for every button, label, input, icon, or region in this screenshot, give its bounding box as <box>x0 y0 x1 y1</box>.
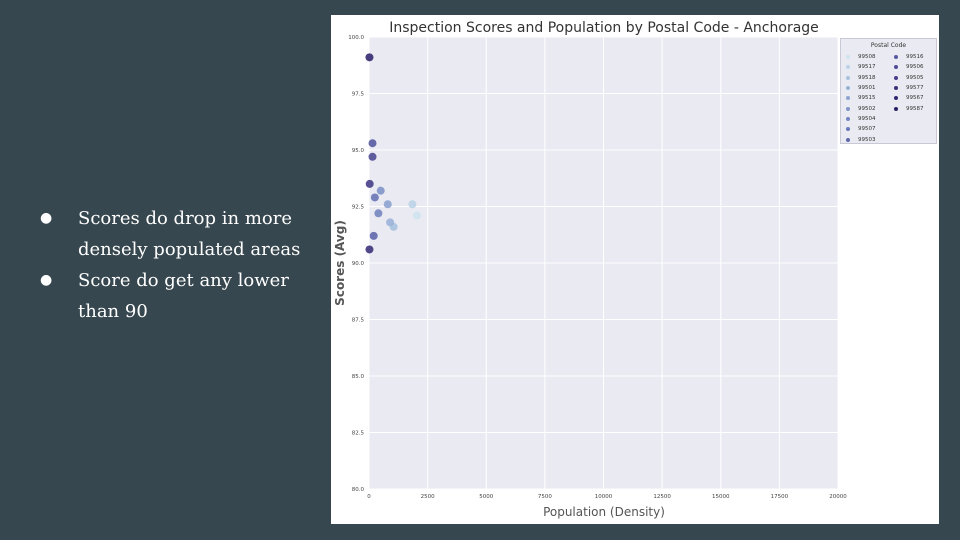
y-tick-label: 97.5 <box>352 92 365 98</box>
y-tick-label: 92.5 <box>352 205 365 211</box>
data-point-99503 <box>369 231 378 240</box>
legend-item-99515: 99515 <box>846 93 894 103</box>
data-point-99507 <box>370 193 379 202</box>
data-point-99515 <box>383 200 392 209</box>
data-point-99517 <box>408 200 417 209</box>
bullet-item: ● Scores do drop in more densely populate… <box>40 203 310 265</box>
legend-item-99504: 99504 <box>846 114 894 124</box>
legend-swatch <box>894 96 898 101</box>
legend-item-99516: 99516 <box>894 52 938 62</box>
legend-swatch <box>846 55 850 60</box>
bullet-item: ● Score do get any lower than 90 <box>40 265 310 327</box>
legend-item-99517: 99517 <box>846 62 894 72</box>
legend-item-99587: 99587 <box>894 103 938 113</box>
x-tick-label: 12500 <box>653 494 671 500</box>
legend-label: 99507 <box>858 126 876 133</box>
legend-swatch <box>846 65 850 70</box>
legend-item-99506: 99506 <box>894 62 938 72</box>
legend-label: 99587 <box>906 105 924 112</box>
legend-swatch <box>846 86 850 91</box>
bullet-dot-icon: ● <box>40 272 53 288</box>
legend-label: 99567 <box>906 95 924 102</box>
data-point-99506 <box>368 152 377 161</box>
legend-title: Postal Code <box>870 42 907 49</box>
legend-label: 99505 <box>906 74 924 81</box>
legend-item-99502: 99502 <box>846 103 894 113</box>
legend-label: 99516 <box>906 54 924 61</box>
legend-swatch <box>846 106 850 111</box>
x-tick-label: 10000 <box>595 494 613 500</box>
legend-swatch <box>846 96 850 101</box>
legend-label: 99504 <box>858 115 876 122</box>
legend-item-99505: 99505 <box>894 73 938 83</box>
legend-swatch <box>894 75 898 80</box>
y-tick-label: 80.0 <box>352 487 365 493</box>
data-point-99567 <box>365 53 374 62</box>
y-axis-label: Scores (Avg) <box>333 220 347 306</box>
legend-item-99503: 99503 <box>846 134 894 144</box>
legend-entries: 99508 99517 99518 99501 99515 99502 99504 99507… <box>841 52 936 145</box>
legend-item-99507: 99507 <box>846 124 894 134</box>
data-point-99502 <box>376 186 385 195</box>
legend-label: 99515 <box>858 95 876 102</box>
x-axis-label: Population (Density) <box>543 505 665 519</box>
y-tick-label: 85.0 <box>352 374 365 380</box>
y-tick-label: 100.0 <box>348 35 364 41</box>
y-tick-label: 90.0 <box>352 261 365 267</box>
x-tick-label: 17500 <box>771 494 789 500</box>
data-point-99505 <box>365 179 374 188</box>
y-tick-label: 87.5 <box>352 318 365 324</box>
chart-legend: Postal Code 99508 99517 99518 99501 99515 995… <box>840 38 937 144</box>
tick-labels: 0 2500 5000 7500 10000 12500 15000 17500 20000 80… <box>348 35 847 500</box>
bullet-dot-icon: ● <box>40 210 53 226</box>
legend-swatch <box>894 106 898 111</box>
legend-label: 99502 <box>858 105 876 112</box>
legend-item-99567: 99567 <box>894 93 938 103</box>
chart-figure: Inspection Scores and Population by Post… <box>331 15 939 524</box>
x-tick-label: 0 <box>367 494 371 500</box>
legend-label: 99501 <box>858 85 876 92</box>
legend-label: 99503 <box>858 136 876 143</box>
data-point-99516 <box>368 139 377 148</box>
legend-swatch <box>894 65 898 70</box>
legend-item-99577: 99577 <box>894 83 938 93</box>
x-tick-label: 2500 <box>421 494 435 500</box>
bullet-text: Scores do drop in more densely populated… <box>78 208 301 260</box>
x-tick-label: 5000 <box>479 494 493 500</box>
legend-swatch <box>894 55 898 60</box>
data-point-99577 <box>365 245 374 254</box>
data-point-99508 <box>413 211 422 220</box>
legend-item-99508: 99508 <box>846 52 894 62</box>
legend-swatch <box>846 75 850 80</box>
bullet-list: ● Scores do drop in more densely populate… <box>40 203 310 327</box>
x-tick-label: 7500 <box>538 494 552 500</box>
legend-label: 99517 <box>858 64 876 71</box>
scatter-chart: Inspection Scores and Population by Post… <box>333 20 847 519</box>
legend-swatch <box>846 137 850 142</box>
data-point-99504 <box>374 209 383 218</box>
x-tick-label: 20000 <box>829 494 847 500</box>
legend-swatch <box>894 86 898 91</box>
legend-label: 99506 <box>906 64 924 71</box>
chart-title: Inspection Scores and Population by Post… <box>389 20 819 36</box>
bullet-text: Score do get any lower than 90 <box>78 270 289 322</box>
x-tick-label: 15000 <box>712 494 730 500</box>
data-points <box>365 53 422 254</box>
legend-item-99501: 99501 <box>846 83 894 93</box>
y-tick-label: 82.5 <box>352 431 365 437</box>
legend-swatch <box>846 127 850 132</box>
legend-swatch <box>846 116 850 121</box>
y-tick-label: 95.0 <box>352 148 365 154</box>
data-point-99501 <box>386 218 395 227</box>
grid-lines <box>368 36 839 490</box>
legend-label: 99508 <box>858 54 876 61</box>
legend-label: 99577 <box>906 85 924 92</box>
legend-item-99518: 99518 <box>846 73 894 83</box>
legend-label: 99518 <box>858 74 876 81</box>
